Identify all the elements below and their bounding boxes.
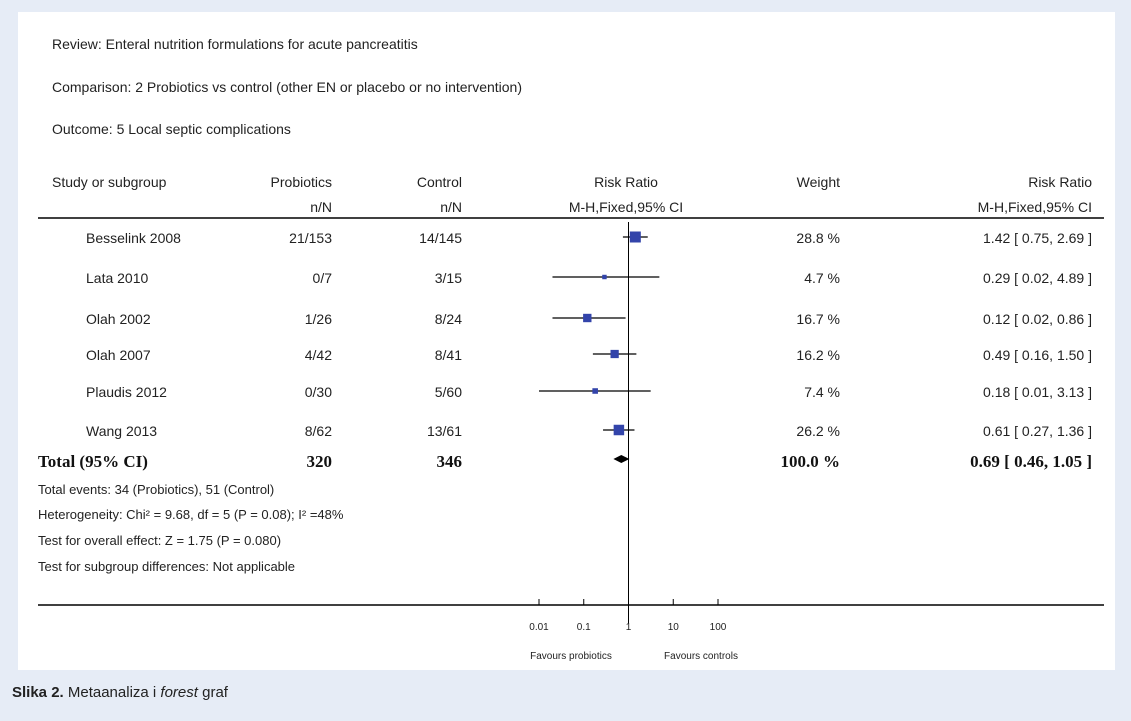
study-control: 3/15: [434, 270, 462, 286]
study-probiotics: 0/7: [312, 270, 332, 286]
col-rr-plot-sub: M-H,Fixed,95% CI: [568, 199, 684, 215]
study-name: Wang 2013: [86, 423, 158, 439]
effect-marker: [629, 231, 641, 243]
col-probiotics: Probiotics: [270, 174, 332, 190]
study-control: 5/60: [434, 384, 462, 400]
study-rr: 1.42 [ 0.75, 2.69 ]: [983, 230, 1092, 246]
caption-prefix: Slika 2.: [12, 684, 64, 701]
subgroup-differences: Test for subgroup differences: Not appli…: [38, 559, 296, 574]
effect-marker: [613, 424, 625, 436]
study-rr: 0.29 [ 0.02, 4.89 ]: [983, 270, 1092, 286]
study-control: 13/61: [426, 423, 462, 439]
study-control: 8/24: [434, 311, 462, 327]
study-weight: 7.4 %: [804, 384, 840, 400]
col-rr-plot: Risk Ratio: [594, 174, 658, 190]
study-name: Olah 2002: [86, 311, 151, 327]
figure-caption: Slika 2. Metaanaliza i forest graf: [12, 684, 228, 701]
study-name: Lata 2010: [86, 270, 149, 286]
study-probiotics: 1/26: [304, 311, 332, 327]
study-probiotics: 21/153: [289, 230, 332, 246]
total-rr: 0.69 [ 0.46, 1.05 ]: [970, 452, 1092, 471]
col-rr-sub: M-H,Fixed,95% CI: [977, 199, 1092, 215]
study-weight: 16.7 %: [796, 311, 840, 327]
col-rr: Risk Ratio: [1028, 174, 1092, 190]
col-probiotics-sub: n/N: [310, 199, 332, 215]
col-weight: Weight: [796, 174, 840, 190]
figure-panel: [18, 12, 1115, 670]
favours-right-label: Favours controls: [664, 651, 738, 662]
study-probiotics: 8/62: [304, 423, 332, 439]
study-weight: 4.7 %: [804, 270, 840, 286]
total-weight: 100.0 %: [780, 452, 841, 471]
outcome-line: Outcome: 5 Local septic complications: [52, 121, 291, 137]
study-weight: 28.8 %: [796, 230, 840, 246]
study-rr: 0.49 [ 0.16, 1.50 ]: [983, 347, 1092, 363]
tick-label: 10: [668, 622, 680, 633]
study-control: 14/145: [419, 230, 462, 246]
study-weight: 16.2 %: [796, 347, 840, 363]
study-rr: 0.61 [ 0.27, 1.36 ]: [983, 423, 1092, 439]
review-line: Review: Enteral nutrition formulations f…: [52, 36, 418, 52]
col-study: Study or subgroup: [52, 174, 167, 190]
favours-left-label: Favours probiotics: [530, 651, 612, 662]
total-control: 346: [436, 452, 463, 471]
heterogeneity: Heterogeneity: Chi² = 9.68, df = 5 (P = …: [38, 507, 344, 522]
tick-label: 100: [710, 622, 727, 633]
study-rr: 0.18 [ 0.01, 3.13 ]: [983, 384, 1092, 400]
study-probiotics: 4/42: [304, 347, 332, 363]
col-control: Control: [416, 174, 462, 190]
study-name: Olah 2007: [86, 347, 151, 363]
col-control-sub: n/N: [440, 199, 462, 215]
effect-marker: [602, 274, 607, 280]
caption-text-1: Metaanaliza i: [63, 684, 161, 701]
study-name: Plaudis 2012: [86, 384, 167, 400]
effect-marker: [592, 388, 598, 394]
study-rr: 0.12 [ 0.02, 0.86 ]: [983, 311, 1092, 327]
total-events: Total events: 34 (Probiotics), 51 (Contr…: [38, 482, 275, 497]
study-name: Besselink 2008: [86, 230, 181, 246]
study-weight: 26.2 %: [796, 423, 840, 439]
effect-marker: [583, 313, 592, 323]
effect-marker: [610, 349, 619, 359]
tick-label: 0.01: [529, 622, 549, 633]
total-label: Total (95% CI): [38, 452, 148, 471]
comparison-line: Comparison: 2 Probiotics vs control (oth…: [52, 79, 522, 95]
tick-label: 0.1: [577, 622, 591, 633]
total-probiotics: 320: [306, 452, 333, 471]
study-control: 8/41: [434, 347, 462, 363]
overall-effect: Test for overall effect: Z = 1.75 (P = 0…: [38, 533, 282, 548]
caption-italic: forest: [160, 684, 198, 701]
tick-label: 1: [626, 622, 632, 633]
caption-text-2: graf: [197, 684, 228, 701]
study-probiotics: 0/30: [304, 384, 332, 400]
total-diamond: [613, 455, 630, 463]
